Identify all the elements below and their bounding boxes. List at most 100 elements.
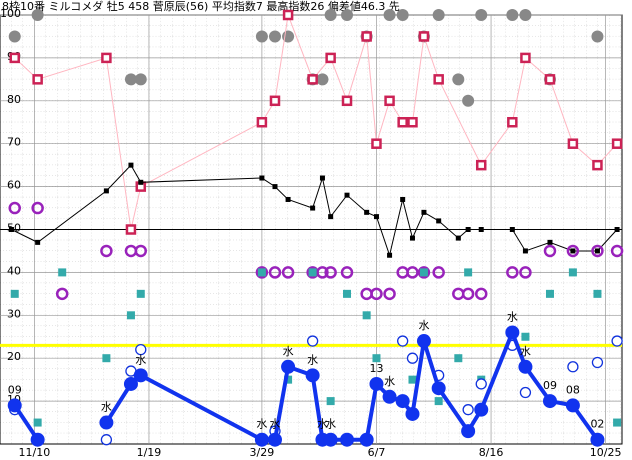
hollow-point [519,386,532,399]
square-point [436,218,442,224]
box-point [475,159,487,171]
ring-point [31,201,44,215]
square-point [343,289,352,298]
point [254,432,269,447]
point-label: 水 [256,418,267,431]
box-point [567,138,579,149]
point [359,432,374,447]
y-tick-label: 60 [7,179,21,192]
point [341,9,354,21]
point [396,9,409,21]
point-label: 水 [317,418,328,431]
box-point [269,95,281,107]
point [324,9,337,21]
x-tick-label: 11/10 [19,446,51,459]
hollow-point [591,356,604,369]
ring-point [100,244,113,258]
point-label: 水 [283,345,294,358]
square-point [522,248,528,254]
square-point [547,239,553,245]
point [519,9,532,21]
square-point [614,227,620,232]
point [591,30,604,43]
ring-point [370,287,383,301]
point [268,30,281,43]
x-tick-label: 1/19 [137,446,162,459]
y-tick-label: 70 [7,136,21,149]
square-point [310,205,316,211]
square-point [594,248,600,254]
ring-point [268,266,282,279]
y-tick-label: 30 [7,307,21,320]
x-tick-label: 6/7 [368,446,386,459]
square-point [284,375,293,384]
square-point [464,268,473,277]
point [267,432,282,447]
point-label: 水 [101,401,112,414]
ring-point [316,266,329,279]
point [7,398,22,413]
point [134,73,147,86]
square-point [593,289,602,298]
box-point [433,74,444,85]
point [395,394,410,409]
point-label: 09 [8,383,22,396]
point [123,376,138,391]
hollow-point [100,434,113,446]
point [383,9,396,21]
square-point [372,354,381,363]
point [416,334,431,349]
ring-point [610,244,624,258]
square-point [128,162,134,168]
point [369,376,384,391]
point [505,325,520,340]
point [8,30,21,43]
point [565,398,580,413]
hollow-point [135,343,147,356]
ring-point [417,266,431,279]
point-label: 水 [325,418,336,431]
point-label: 水 [269,418,280,431]
y-tick-label: 40 [7,264,21,277]
box-point [520,52,531,64]
square-point [10,289,19,298]
square-point [272,184,278,190]
square-point [400,196,406,202]
point-label: 水 [384,375,395,388]
square-point [434,397,443,406]
box-point [592,159,603,171]
square-point [387,252,393,258]
point-label: 13 [369,362,383,375]
hollow-point [406,352,419,364]
square-point [259,175,265,181]
chart-title: 8枠10番 ミルコメダ 牡5 458 菅原辰(56) 平均指数7 最高指数26 … [2,0,400,13]
point [382,389,397,404]
ring-point [324,266,337,279]
square-point [126,311,135,320]
ring-point [461,287,475,301]
ring-point [383,287,396,301]
ring-point [474,287,488,301]
square-point [364,209,370,215]
box-point [282,9,294,21]
point [462,94,475,107]
square-point [408,375,417,384]
point [316,73,329,86]
hollow-point [397,335,409,347]
box-point [611,138,623,149]
point [31,9,44,21]
point-label: 09 [543,379,557,392]
point [99,415,114,430]
point [474,402,489,417]
box-point [361,31,372,42]
square-point [319,175,325,181]
box-point [32,74,43,85]
square-point [326,397,335,406]
square-point [102,354,111,363]
square-point [478,227,484,232]
point [431,381,446,396]
y-tick-label: 100 [0,7,21,20]
box-point [544,74,556,85]
box-point [125,224,137,235]
